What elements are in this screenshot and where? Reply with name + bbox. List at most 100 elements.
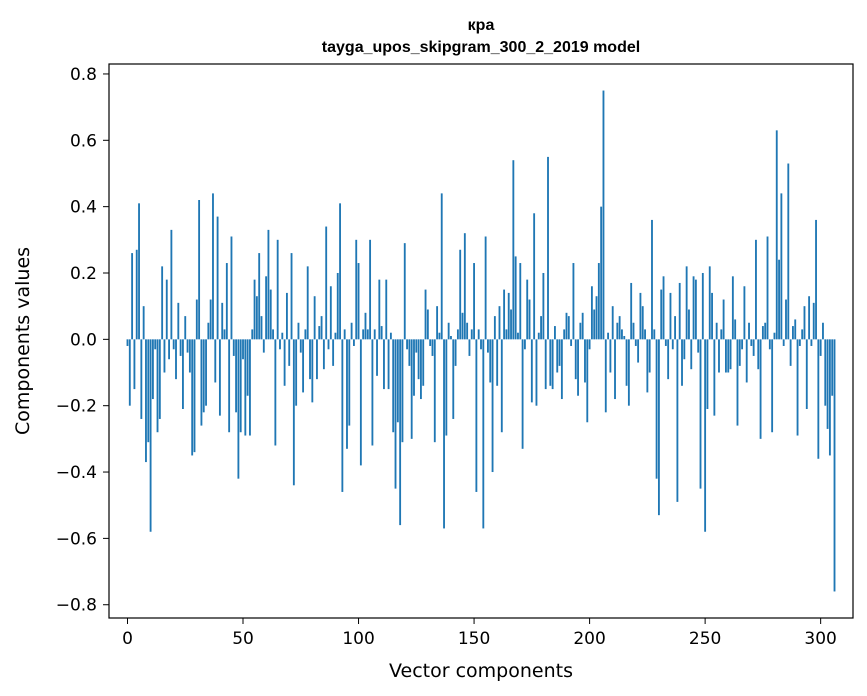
bar-282 [778, 259, 780, 340]
bar-247 [697, 339, 700, 353]
bar-274 [759, 339, 762, 439]
bar-277 [766, 236, 769, 340]
bar-215 [623, 336, 626, 340]
bar-125 [415, 339, 418, 353]
bar-53 [249, 339, 251, 436]
bar-173 [526, 279, 529, 340]
bar-119 [401, 339, 404, 443]
bar-124 [413, 339, 415, 396]
bar-262 [731, 276, 734, 340]
bar-240 [681, 339, 683, 386]
bar-222 [639, 292, 642, 340]
bar-81 [313, 296, 316, 340]
bar-3 [133, 339, 136, 390]
bar-85 [322, 339, 325, 370]
bar-162 [500, 339, 503, 433]
bar-75 [299, 339, 302, 353]
bar-112 [385, 279, 388, 340]
bar-137 [443, 339, 445, 529]
bar-35 [207, 322, 210, 340]
bar-131 [429, 339, 432, 346]
bar-52 [246, 339, 249, 396]
bar-40 [218, 339, 221, 416]
bar-108 [376, 339, 378, 376]
bar-117 [396, 339, 399, 423]
bar-129 [424, 289, 427, 340]
bar-84 [320, 316, 323, 340]
bar-195 [577, 339, 579, 396]
bar-136 [440, 193, 443, 340]
bar-39 [216, 216, 219, 340]
y-tick-label: −0.4 [56, 463, 97, 483]
bar-78 [306, 266, 309, 340]
bar-304 [828, 339, 831, 456]
bar-48 [237, 339, 240, 479]
bar-216 [625, 339, 628, 386]
bar-292 [801, 329, 804, 340]
bar-245 [692, 276, 695, 340]
bar-45 [230, 236, 233, 340]
bar-157 [489, 339, 492, 383]
bar-23 [179, 339, 182, 356]
y-tick-label: −0.6 [56, 529, 97, 549]
bar-227 [651, 219, 653, 340]
bar-51 [244, 339, 247, 436]
bar-138 [445, 339, 448, 436]
bar-142 [454, 339, 457, 366]
bar-211 [614, 339, 616, 400]
bar-121 [406, 339, 408, 350]
bar-154 [482, 339, 485, 529]
bar-243 [688, 309, 690, 340]
bar-166 [510, 309, 512, 340]
bar-241 [683, 339, 686, 360]
bar-58 [260, 316, 263, 340]
x-axis-label: Vector components [389, 660, 573, 682]
bar-106 [371, 339, 374, 446]
bar-60 [265, 276, 268, 340]
bar-246 [694, 279, 697, 340]
bar-36 [209, 299, 212, 340]
bar-1 [128, 339, 131, 406]
bar-8 [145, 339, 147, 463]
bar-223 [641, 306, 644, 340]
bar-109 [378, 279, 381, 340]
bar-232 [662, 276, 665, 340]
bar-231 [660, 289, 663, 340]
bar-100 [357, 263, 360, 340]
bar-59 [262, 339, 265, 353]
bar-152 [477, 329, 480, 340]
bar-122 [408, 339, 411, 366]
chart-subtitle: tayga_upos_skipgram_300_2_2019 model [322, 39, 640, 56]
bar-57 [258, 253, 261, 340]
bar-47 [235, 339, 238, 413]
bar-11 [151, 339, 154, 400]
bar-242 [685, 266, 688, 340]
bar-244 [690, 339, 693, 370]
bar-257 [720, 329, 723, 340]
bar-167 [512, 160, 515, 340]
bar-144 [459, 249, 462, 340]
bar-270 [750, 339, 753, 346]
x-tick-label: 0 [122, 629, 133, 649]
bar-302 [824, 339, 827, 406]
bar-127 [420, 339, 422, 400]
y-tick-label: 0.4 [70, 198, 97, 218]
bar-198 [584, 339, 586, 383]
bar-33 [202, 339, 205, 413]
bar-104 [366, 329, 369, 340]
x-axis-ticks: 0 50 100 150 200 250 300 [122, 618, 837, 649]
bar-140 [450, 336, 452, 340]
bar-170 [519, 263, 522, 340]
bar-71 [290, 253, 293, 340]
bar-158 [491, 339, 494, 473]
bar-301 [822, 322, 824, 340]
x-tick-label: 150 [458, 629, 490, 649]
bar-258 [722, 299, 725, 340]
bar-99 [355, 239, 358, 340]
plot-frame [108, 63, 854, 619]
bar-37 [212, 193, 214, 340]
bar-230 [657, 339, 660, 516]
bar-164 [505, 329, 508, 340]
bar-276 [764, 322, 767, 340]
bar-145 [461, 312, 464, 340]
